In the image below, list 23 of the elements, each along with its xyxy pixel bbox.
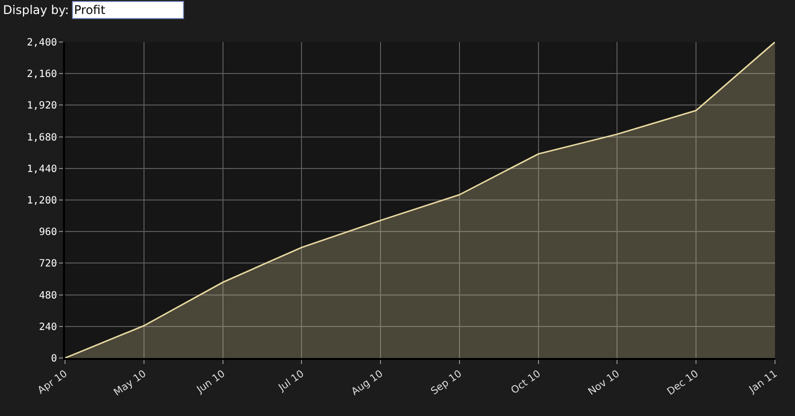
y-tick-label: 720 <box>38 258 57 270</box>
y-tick-label: 1,680 <box>26 132 57 144</box>
y-tick-label: 1,200 <box>26 196 57 206</box>
y-tick-label: 1,920 <box>26 100 57 112</box>
y-tick-label: 0 <box>50 354 57 364</box>
x-tick-label: Jun 10 <box>194 368 228 396</box>
x-tick-label: Jul 10 <box>276 368 306 394</box>
y-tick-label: 2,160 <box>26 69 57 80</box>
y-tick-label: 960 <box>38 227 57 238</box>
x-tick-label: Nov 10 <box>586 368 622 398</box>
text: Display by: <box>3 3 69 17</box>
x-tick-label: Oct 10 <box>509 368 543 397</box>
x-tick-label: Aug 10 <box>350 368 386 398</box>
text: Profit <box>74 3 182 17</box>
x-tick-label: Dec 10 <box>666 368 701 398</box>
y-tick-label: 240 <box>38 322 57 333</box>
x-tick-label: May 10 <box>112 368 148 399</box>
x-tick-label: Sep 10 <box>429 368 464 398</box>
y-tick-label: 2,400 <box>26 38 57 48</box>
x-tick-label: Jan 11 <box>746 368 780 396</box>
x-tick-label: Apr 10 <box>36 368 70 397</box>
y-tick-label: 480 <box>38 290 57 302</box>
y-tick-label: 1,440 <box>26 164 57 175</box>
